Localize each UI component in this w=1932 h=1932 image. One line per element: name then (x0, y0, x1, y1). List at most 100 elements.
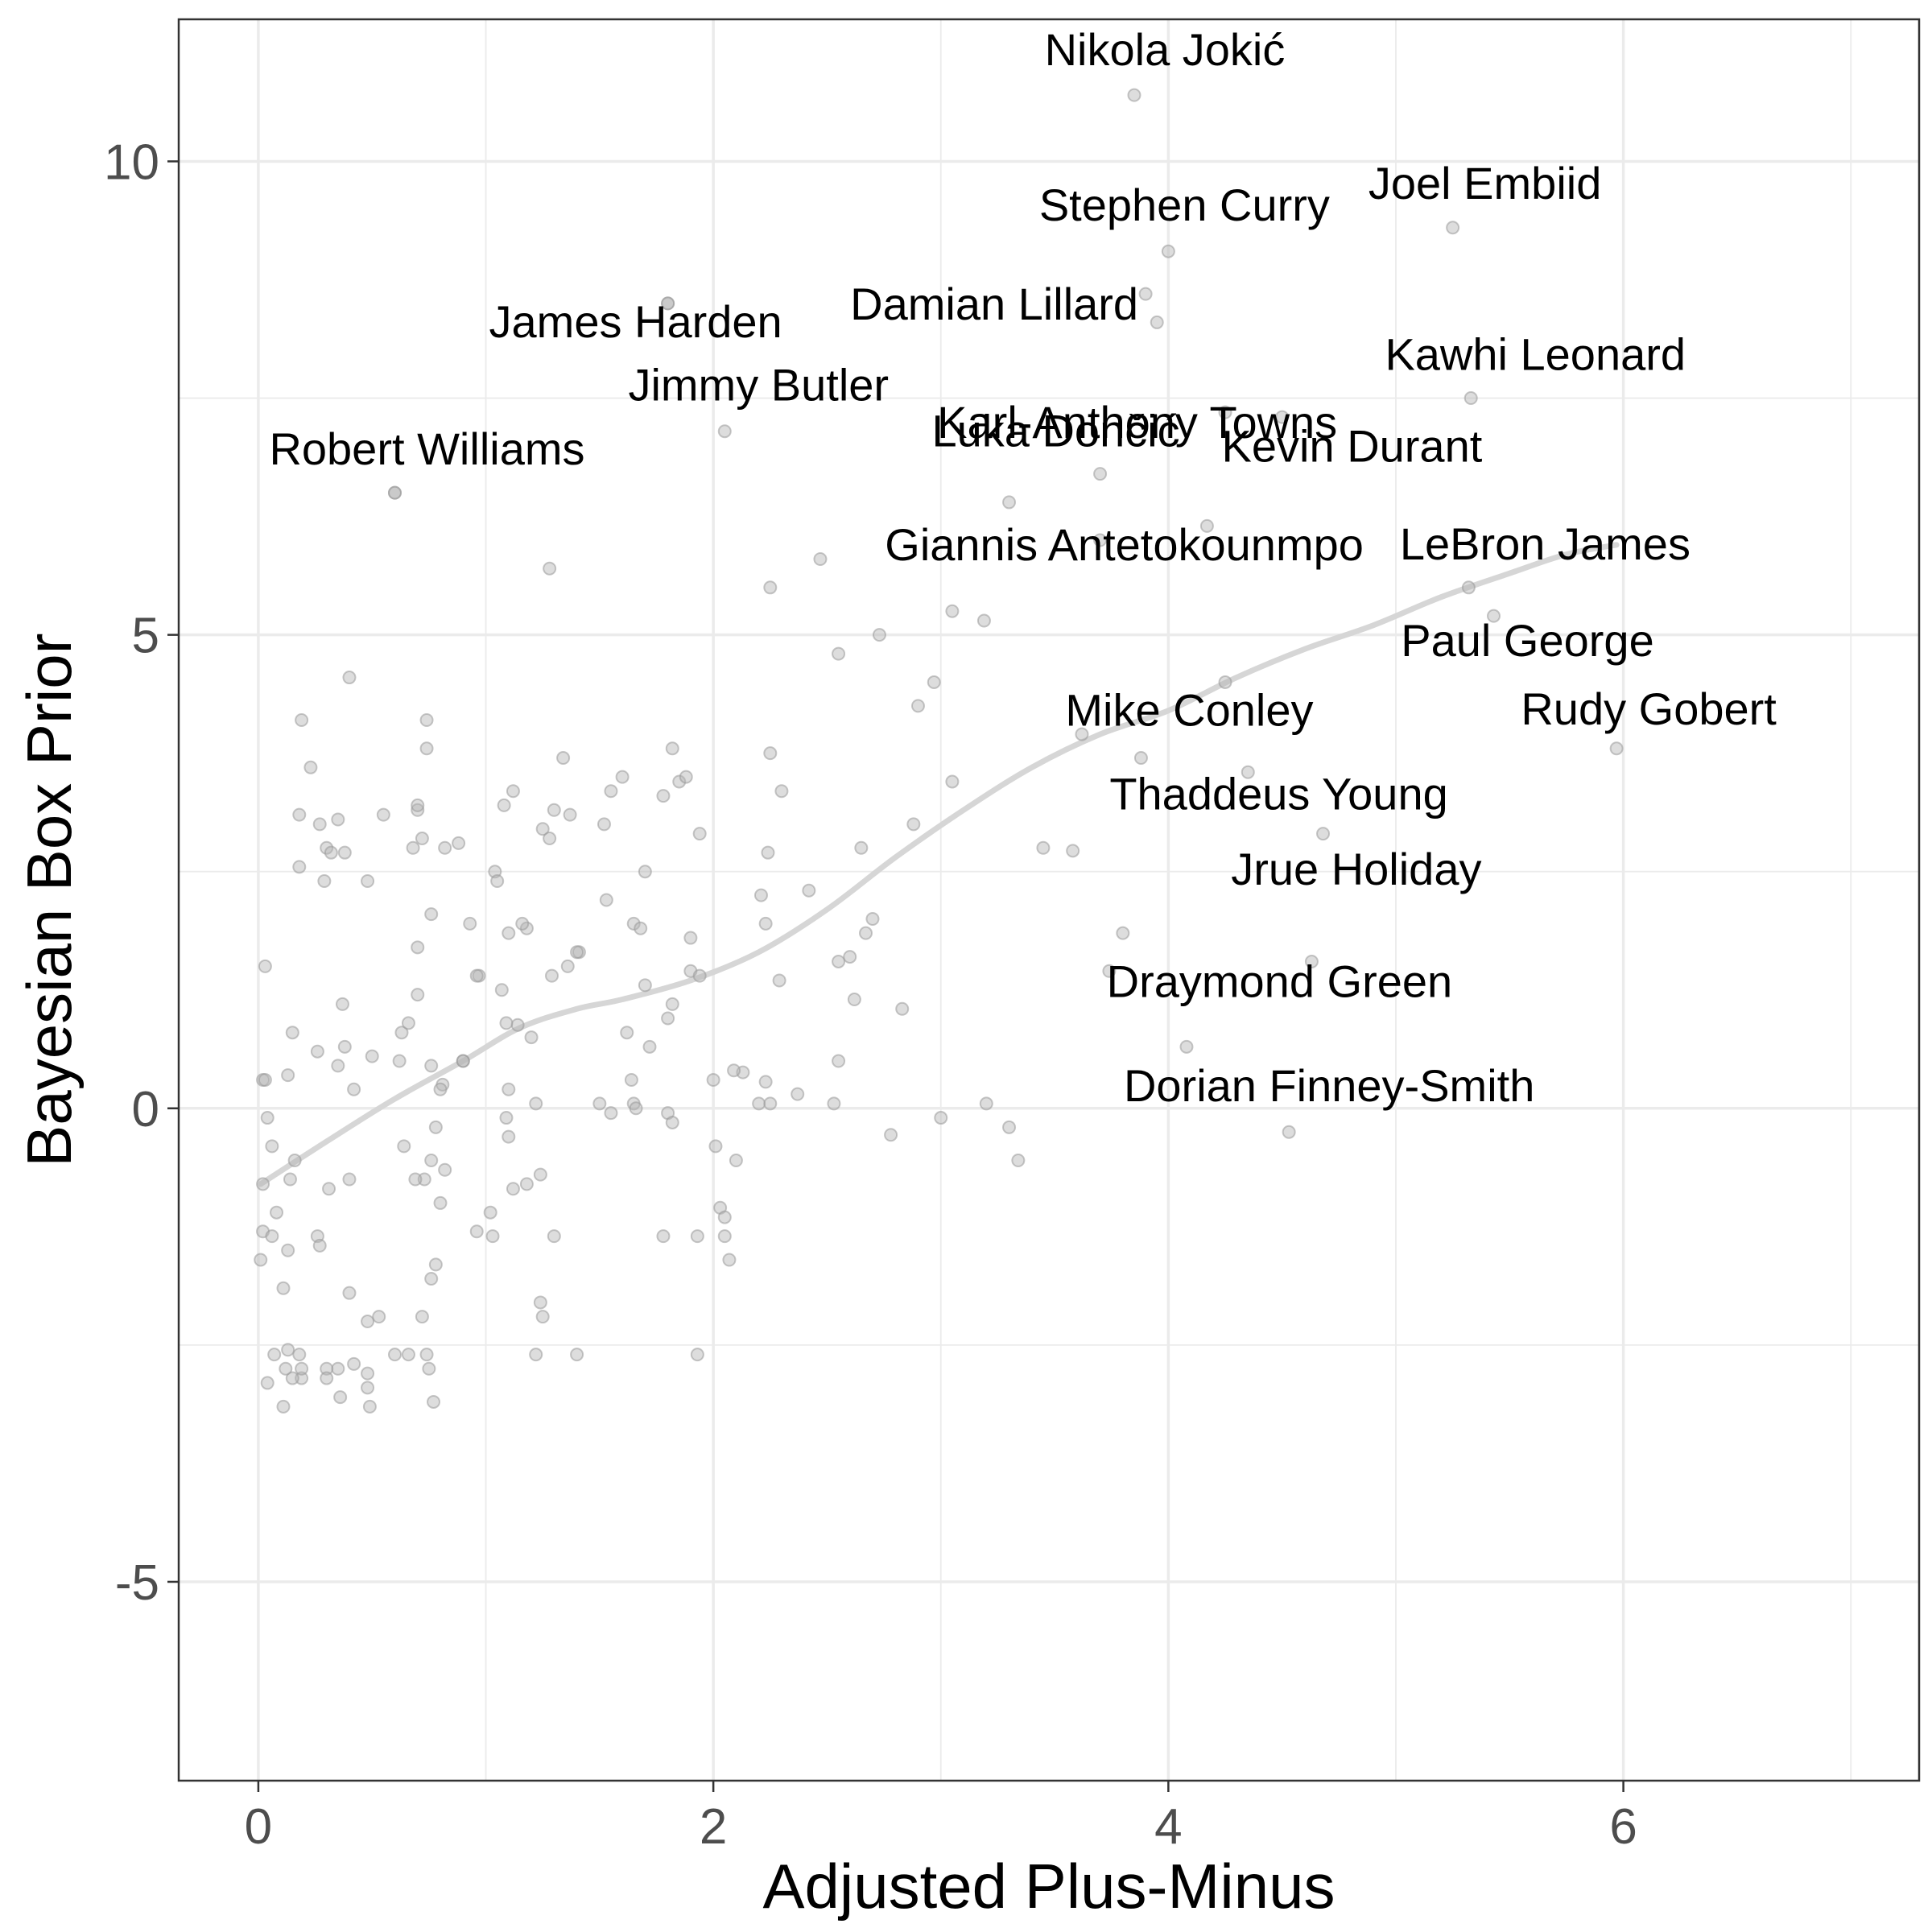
data-point (847, 993, 861, 1007)
point-label: Robert Williams (269, 423, 584, 474)
data-point (292, 860, 307, 874)
data-point (717, 1229, 732, 1244)
data-point (543, 561, 557, 576)
data-point (547, 803, 561, 817)
data-point (510, 1018, 525, 1032)
data-point (406, 840, 420, 855)
data-point (934, 1111, 948, 1125)
data-point (408, 1172, 423, 1187)
point-label: Karl-Anthony Towns (937, 397, 1337, 448)
data-point (320, 1361, 334, 1376)
data-point (499, 1111, 514, 1125)
labeled-data-point (1093, 533, 1108, 547)
data-point (267, 1348, 282, 1362)
point-label: Nikola Jokić (1045, 24, 1286, 75)
data-point (832, 646, 846, 661)
data-point (624, 1073, 638, 1088)
data-point (506, 784, 520, 799)
data-point (342, 671, 357, 685)
labeled-data-point (1275, 410, 1290, 424)
data-point (303, 760, 318, 774)
point-label: Draymond Green (1107, 956, 1453, 1006)
data-point (258, 959, 272, 973)
data-point (1011, 1153, 1026, 1167)
data-point (692, 827, 707, 841)
data-point (362, 1399, 377, 1414)
data-point (813, 552, 828, 567)
x-tick-label: 2 (700, 1799, 727, 1855)
data-point (626, 916, 641, 931)
data-point (1102, 964, 1117, 978)
data-point (772, 973, 786, 988)
labeled-data-point (1463, 391, 1478, 406)
data-point (281, 1068, 295, 1083)
data-point (604, 1106, 618, 1121)
data-point (281, 1243, 295, 1257)
data-point (265, 1229, 279, 1244)
data-point (976, 613, 991, 628)
point-label: LeBron James (1400, 518, 1690, 569)
data-point (331, 1361, 345, 1376)
data-point (438, 840, 452, 855)
data-point (927, 675, 941, 689)
point-label: Mike Conley (1065, 685, 1313, 736)
data-point (456, 1054, 470, 1068)
data-point (372, 1310, 386, 1324)
data-point (1150, 315, 1164, 329)
data-point (256, 1177, 270, 1191)
data-point (342, 1172, 357, 1187)
data-point (322, 1182, 336, 1196)
data-point (570, 945, 584, 960)
data-point (365, 1049, 379, 1063)
point-label: Paul George (1401, 615, 1653, 666)
data-point (401, 1348, 415, 1362)
data-point (361, 1314, 375, 1328)
data-point (433, 1082, 448, 1096)
y-tick-label: -5 (115, 1555, 159, 1611)
data-point (415, 1310, 429, 1324)
data-point (361, 1381, 375, 1395)
data-point (424, 907, 439, 922)
data-point (690, 1348, 704, 1362)
point-label: Damian Lillard (850, 279, 1138, 329)
data-point (827, 1096, 841, 1111)
data-point (260, 1376, 275, 1390)
data-point (910, 699, 925, 713)
data-point (502, 1082, 516, 1096)
data-point (415, 832, 429, 846)
data-point (597, 817, 611, 832)
labeled-data-point (1282, 1125, 1296, 1139)
data-point (506, 1182, 520, 1196)
labeled-data-point (1316, 827, 1331, 841)
data-point (347, 1356, 361, 1371)
data-point (276, 1399, 291, 1414)
data-point (706, 1073, 720, 1088)
data-point (490, 873, 505, 888)
data-point (729, 1153, 743, 1167)
data-point (279, 1361, 293, 1376)
data-point (347, 1082, 361, 1096)
data-point (376, 807, 390, 822)
data-point (895, 1001, 910, 1016)
data-point (424, 1272, 439, 1286)
data-point (276, 1281, 291, 1295)
data-point (560, 959, 575, 973)
data-point (337, 845, 352, 860)
data-point (292, 807, 307, 822)
data-point (361, 1366, 375, 1381)
data-point (419, 1348, 434, 1362)
labeled-data-point (1116, 926, 1130, 940)
data-point (394, 1026, 409, 1040)
data-point (1002, 1120, 1017, 1134)
point-label: Giannis Antetokounmpo (885, 519, 1364, 570)
data-point (661, 1011, 675, 1026)
data-point (519, 1177, 534, 1191)
data-point (547, 1229, 561, 1244)
data-point (285, 1371, 299, 1385)
data-point (758, 916, 773, 931)
data-point (463, 916, 477, 931)
labeled-data-point (717, 424, 732, 439)
data-point (401, 1016, 415, 1030)
labeled-data-point (1446, 221, 1460, 235)
